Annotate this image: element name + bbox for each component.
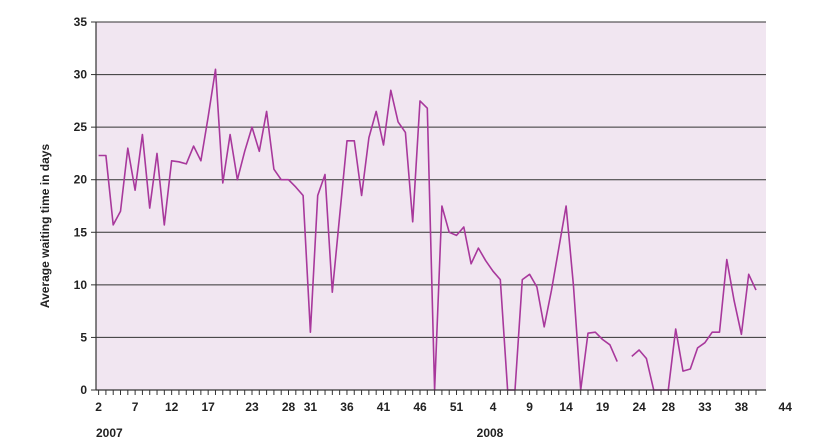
plot-area <box>96 22 766 390</box>
series-line <box>98 68 618 391</box>
x-tick-label: 24 <box>632 400 646 414</box>
y-tick-label: 15 <box>74 225 88 239</box>
x-tick-label: 19 <box>596 400 610 414</box>
x-tick-label: 44 <box>779 400 793 414</box>
x-tick-label: 41 <box>377 400 391 414</box>
x-tick-label: 7 <box>132 400 139 414</box>
axes <box>95 22 766 391</box>
y-tick-label: 20 <box>74 173 88 187</box>
gridlines <box>96 21 766 391</box>
x-tick-label: 33 <box>698 400 712 414</box>
y-tick-label: 35 <box>74 15 88 29</box>
year-label-2007: 2007 <box>96 426 123 440</box>
x-tick-label: 38 <box>735 400 749 414</box>
x-tick-label: 2 <box>95 400 102 414</box>
x-tick-label: 51 <box>450 400 464 414</box>
x-tick-label: 31 <box>304 400 318 414</box>
x-tick-label: 4 <box>490 400 497 414</box>
y-tick-label: 10 <box>74 278 88 292</box>
y-axis-ticks: 0 5 10 15 20 25 30 35 <box>74 15 96 397</box>
y-tick-label: 30 <box>74 68 88 82</box>
y-tick-label: 25 <box>74 120 88 134</box>
series-line <box>631 258 757 391</box>
y-axis-label: Average waiting time in days <box>38 144 52 309</box>
x-tick-label: 12 <box>165 400 179 414</box>
x-axis-ticks: 2 7 12 17 23 28 31 36 41 46 51 4 9 14 19 24 28 33 38 44 <box>95 390 792 414</box>
x-tick-label: 36 <box>340 400 354 414</box>
x-tick-label: 23 <box>245 400 259 414</box>
x-tick-label: 28 <box>282 400 296 414</box>
x-tick-label: 14 <box>559 400 573 414</box>
x-tick-label: 17 <box>201 400 215 414</box>
year-label-2008: 2008 <box>477 426 504 440</box>
series-waiting-time <box>98 68 757 391</box>
x-tick-label: 28 <box>662 400 676 414</box>
y-tick-label: 5 <box>80 330 87 344</box>
x-tick-label: 9 <box>526 400 533 414</box>
y-tick-label: 0 <box>80 383 87 397</box>
x-tick-label: 46 <box>413 400 427 414</box>
